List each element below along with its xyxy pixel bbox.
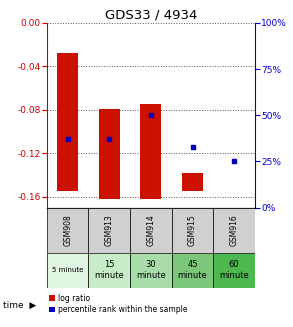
Text: 5 minute: 5 minute bbox=[52, 267, 84, 273]
Text: 60
minute: 60 minute bbox=[219, 261, 249, 280]
Text: GSM913: GSM913 bbox=[105, 214, 114, 246]
Bar bbox=[141, 104, 161, 199]
Text: GSM908: GSM908 bbox=[63, 214, 72, 246]
Text: GSM916: GSM916 bbox=[230, 214, 239, 246]
Title: GDS33 / 4934: GDS33 / 4934 bbox=[105, 9, 197, 22]
Text: 15
minute: 15 minute bbox=[94, 261, 124, 280]
Text: 30
minute: 30 minute bbox=[136, 261, 166, 280]
Legend: log ratio, percentile rank within the sample: log ratio, percentile rank within the sa… bbox=[49, 294, 187, 314]
Bar bbox=[130, 253, 172, 288]
Text: 45
minute: 45 minute bbox=[178, 261, 207, 280]
Bar bbox=[47, 208, 88, 253]
Bar bbox=[88, 208, 130, 253]
Bar bbox=[99, 109, 120, 199]
Text: time  ▶: time ▶ bbox=[3, 301, 36, 310]
Bar bbox=[88, 253, 130, 288]
Bar bbox=[213, 253, 255, 288]
Bar bbox=[172, 253, 213, 288]
Bar bbox=[47, 253, 88, 288]
Bar bbox=[182, 173, 203, 191]
Text: GSM914: GSM914 bbox=[146, 214, 155, 246]
Bar bbox=[130, 208, 172, 253]
Text: GSM915: GSM915 bbox=[188, 214, 197, 246]
Bar bbox=[57, 53, 78, 191]
Bar bbox=[172, 208, 213, 253]
Bar bbox=[213, 208, 255, 253]
